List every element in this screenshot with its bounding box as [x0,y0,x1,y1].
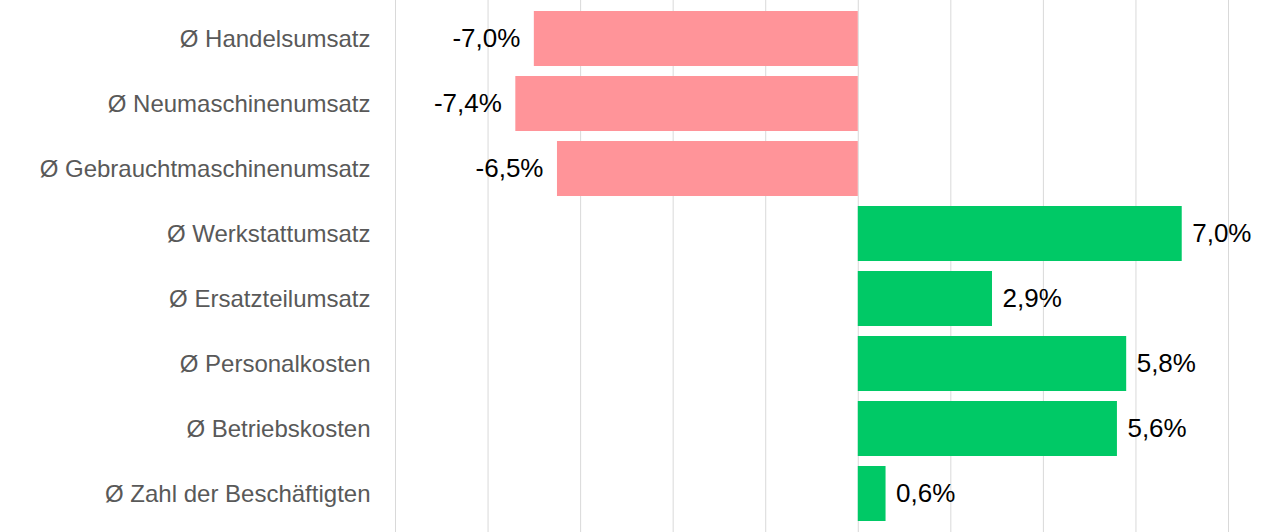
svg-text:Ø Zahl der Beschäftigten: Ø Zahl der Beschäftigten [105,480,370,507]
svg-text:Ø Werkstattumsatz: Ø Werkstattumsatz [167,220,371,247]
svg-text:Ø Ersatzteilumsatz: Ø Ersatzteilumsatz [169,285,370,312]
svg-text:5,8%: 5,8% [1137,348,1196,378]
svg-text:7,0%: 7,0% [1192,218,1251,248]
svg-text:0,6%: 0,6% [896,478,955,508]
svg-text:Ø Personalkosten: Ø Personalkosten [180,350,371,377]
svg-text:Ø Gebrauchtmaschinenumsatz: Ø Gebrauchtmaschinenumsatz [40,155,371,182]
svg-text:Ø Neumaschinenumsatz: Ø Neumaschinenumsatz [108,90,371,117]
svg-text:-7,4%: -7,4% [434,88,502,118]
svg-text:-7,0%: -7,0% [452,23,520,53]
svg-text:Ø Betriebskosten: Ø Betriebskosten [186,415,370,442]
svg-text:5,6%: 5,6% [1127,413,1186,443]
svg-text:2,9%: 2,9% [1002,283,1061,313]
svg-text:-6,5%: -6,5% [476,153,544,183]
svg-text:Ø Handelsumsatz: Ø Handelsumsatz [180,25,371,52]
